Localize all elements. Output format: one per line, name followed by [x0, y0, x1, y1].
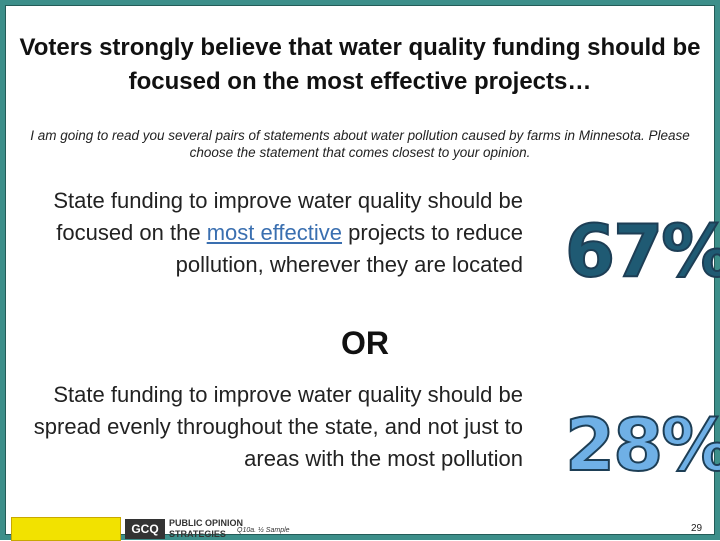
- logo-text: PUBLIC OPINION: [169, 518, 244, 528]
- logo: GCQ: [125, 519, 165, 539]
- logo: [11, 517, 121, 541]
- statement-text: projects to reduce pollution, wherever t…: [175, 220, 523, 277]
- statement: State funding to improve water quality s…: [27, 379, 523, 475]
- title: Voters strongly believe that water quali…: [19, 34, 701, 95]
- statement-text: State funding to improve water quality s…: [33, 382, 523, 471]
- footnote: Q10a. ½ Sample: [237, 527, 290, 534]
- statement-link[interactable]: most effective: [206, 220, 343, 245]
- logo-text: STRATEGIES: [169, 529, 226, 539]
- page-number: 29: [691, 523, 703, 534]
- subtitle: I am going to read you several pairs of …: [30, 128, 690, 160]
- separator: OR: [341, 325, 389, 361]
- statement: State funding to improve water quality s…: [27, 185, 523, 281]
- percent: 67%: [564, 209, 720, 293]
- statement-text: State funding to improve water quality s…: [53, 188, 523, 245]
- percent: 28%: [564, 403, 720, 487]
- logo: PUBLIC OPINION STRATEGIES: [169, 518, 243, 540]
